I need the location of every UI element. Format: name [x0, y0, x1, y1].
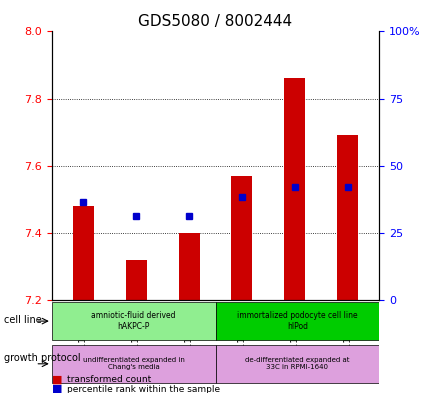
Text: GDS5080 / 8002444: GDS5080 / 8002444 — [138, 14, 292, 29]
Text: transformed count: transformed count — [67, 375, 150, 384]
FancyBboxPatch shape — [52, 345, 215, 383]
Text: immortalized podocyte cell line
hIPod: immortalized podocyte cell line hIPod — [237, 311, 357, 331]
FancyBboxPatch shape — [52, 302, 215, 340]
Bar — [126, 259, 147, 300]
FancyBboxPatch shape — [215, 345, 378, 383]
Text: de-differentiated expanded at
33C in RPMI-1640: de-differentiated expanded at 33C in RPM… — [245, 357, 349, 370]
FancyBboxPatch shape — [215, 302, 378, 340]
Text: ■: ■ — [52, 384, 62, 393]
Bar — [231, 176, 252, 300]
Bar — [178, 233, 199, 300]
Bar — [73, 206, 94, 300]
Text: undifferentiated expanded in
Chang's media: undifferentiated expanded in Chang's med… — [83, 357, 184, 370]
Bar — [336, 136, 357, 300]
Text: amniotic-fluid derived
hAKPC-P: amniotic-fluid derived hAKPC-P — [91, 311, 175, 331]
Text: cell line: cell line — [4, 315, 42, 325]
Text: ■: ■ — [52, 374, 62, 384]
Text: percentile rank within the sample: percentile rank within the sample — [67, 385, 219, 393]
Bar — [283, 78, 304, 300]
Text: growth protocol: growth protocol — [4, 353, 81, 363]
